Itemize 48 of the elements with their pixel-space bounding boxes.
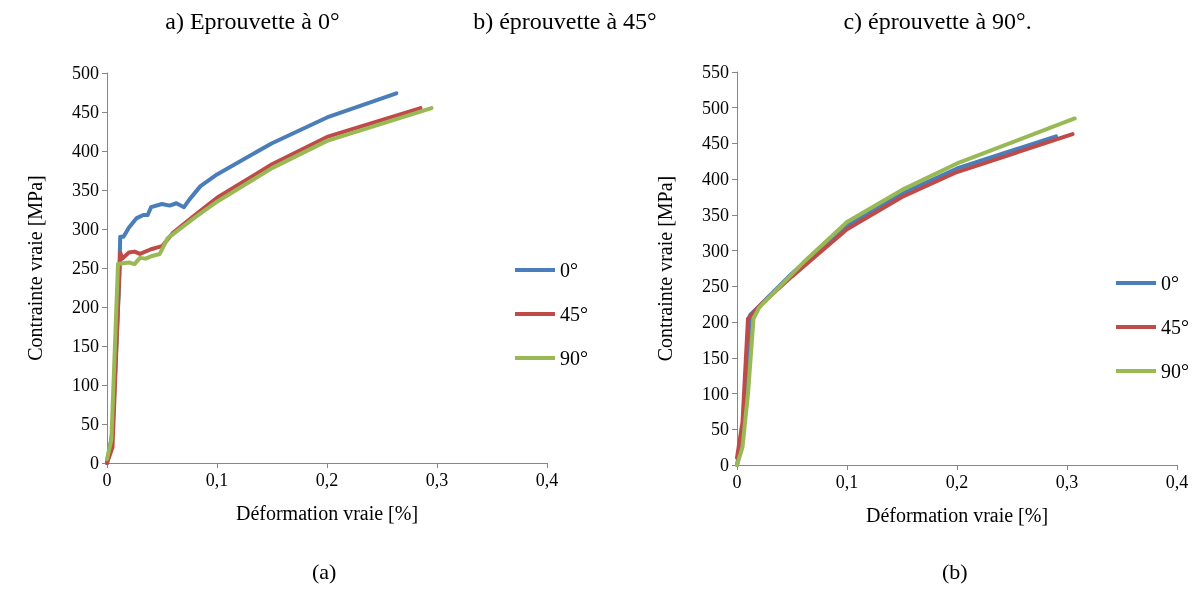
- y-axis-title: Contrainte vraie [MPa]: [654, 175, 676, 362]
- y-tick-label: 550: [702, 62, 729, 82]
- y-tick-label: 350: [702, 204, 729, 225]
- x-tick-label: 0,2: [945, 472, 969, 492]
- x-axis-title: Déformation vraie [%]: [865, 504, 1049, 526]
- y-tick-label: 350: [72, 180, 99, 200]
- y-tick-label: 200: [72, 297, 99, 317]
- y-tick-label: 50: [711, 419, 729, 440]
- x-tick-label: 0,1: [205, 470, 229, 490]
- x-axis-title: Déformation vraie [%]: [235, 502, 419, 524]
- y-tick-label: 300: [702, 240, 729, 261]
- y-tick-label: 150: [72, 336, 99, 356]
- x-tick-label: 0,4: [535, 470, 559, 490]
- text: c) éprouvette à 90°.: [842, 8, 1033, 35]
- y-tick-label: 250: [72, 258, 99, 278]
- y-tick-label: 200: [702, 312, 729, 333]
- text: a) Eprouvette à 0°: [164, 8, 341, 35]
- y-tick-label: 400: [702, 169, 729, 190]
- x-tick-label: 0,2: [315, 470, 339, 490]
- x-tick-label: 0,4: [1165, 472, 1189, 492]
- x-tick-label: 0,3: [425, 470, 449, 490]
- legend-label: 90°: [560, 347, 588, 369]
- y-tick-label: 100: [702, 383, 729, 404]
- y-tick-label: 500: [72, 63, 99, 83]
- legend-label: 0°: [560, 259, 578, 281]
- y-tick-label: 50: [81, 414, 99, 434]
- legend-label: 45°: [1161, 316, 1189, 338]
- x-tick-label: 0: [102, 470, 112, 490]
- y-tick-label: 300: [72, 219, 99, 239]
- y-tick-label: 0: [90, 453, 99, 473]
- text: (a): [312, 558, 337, 584]
- legend-label: 45°: [560, 303, 588, 325]
- text: (b): [942, 558, 968, 584]
- y-axis-title: Contrainte vraie [MPa]: [24, 175, 46, 361]
- x-tick-label: 0: [732, 472, 742, 492]
- x-tick-label: 0,3: [1055, 472, 1079, 492]
- text: b) éprouvette à 45°: [472, 8, 658, 35]
- y-tick-label: 450: [72, 102, 99, 122]
- legend-label: 90°: [1161, 360, 1189, 382]
- y-tick-label: 500: [702, 97, 729, 118]
- y-tick-label: 0: [720, 455, 729, 475]
- y-tick-label: 100: [72, 375, 99, 395]
- y-tick-label: 450: [702, 133, 729, 154]
- legend-label: 0°: [1161, 272, 1179, 294]
- y-tick-label: 250: [702, 276, 729, 297]
- y-tick-label: 400: [72, 141, 99, 161]
- x-tick-label: 0,1: [835, 472, 859, 492]
- y-tick-label: 150: [702, 347, 729, 368]
